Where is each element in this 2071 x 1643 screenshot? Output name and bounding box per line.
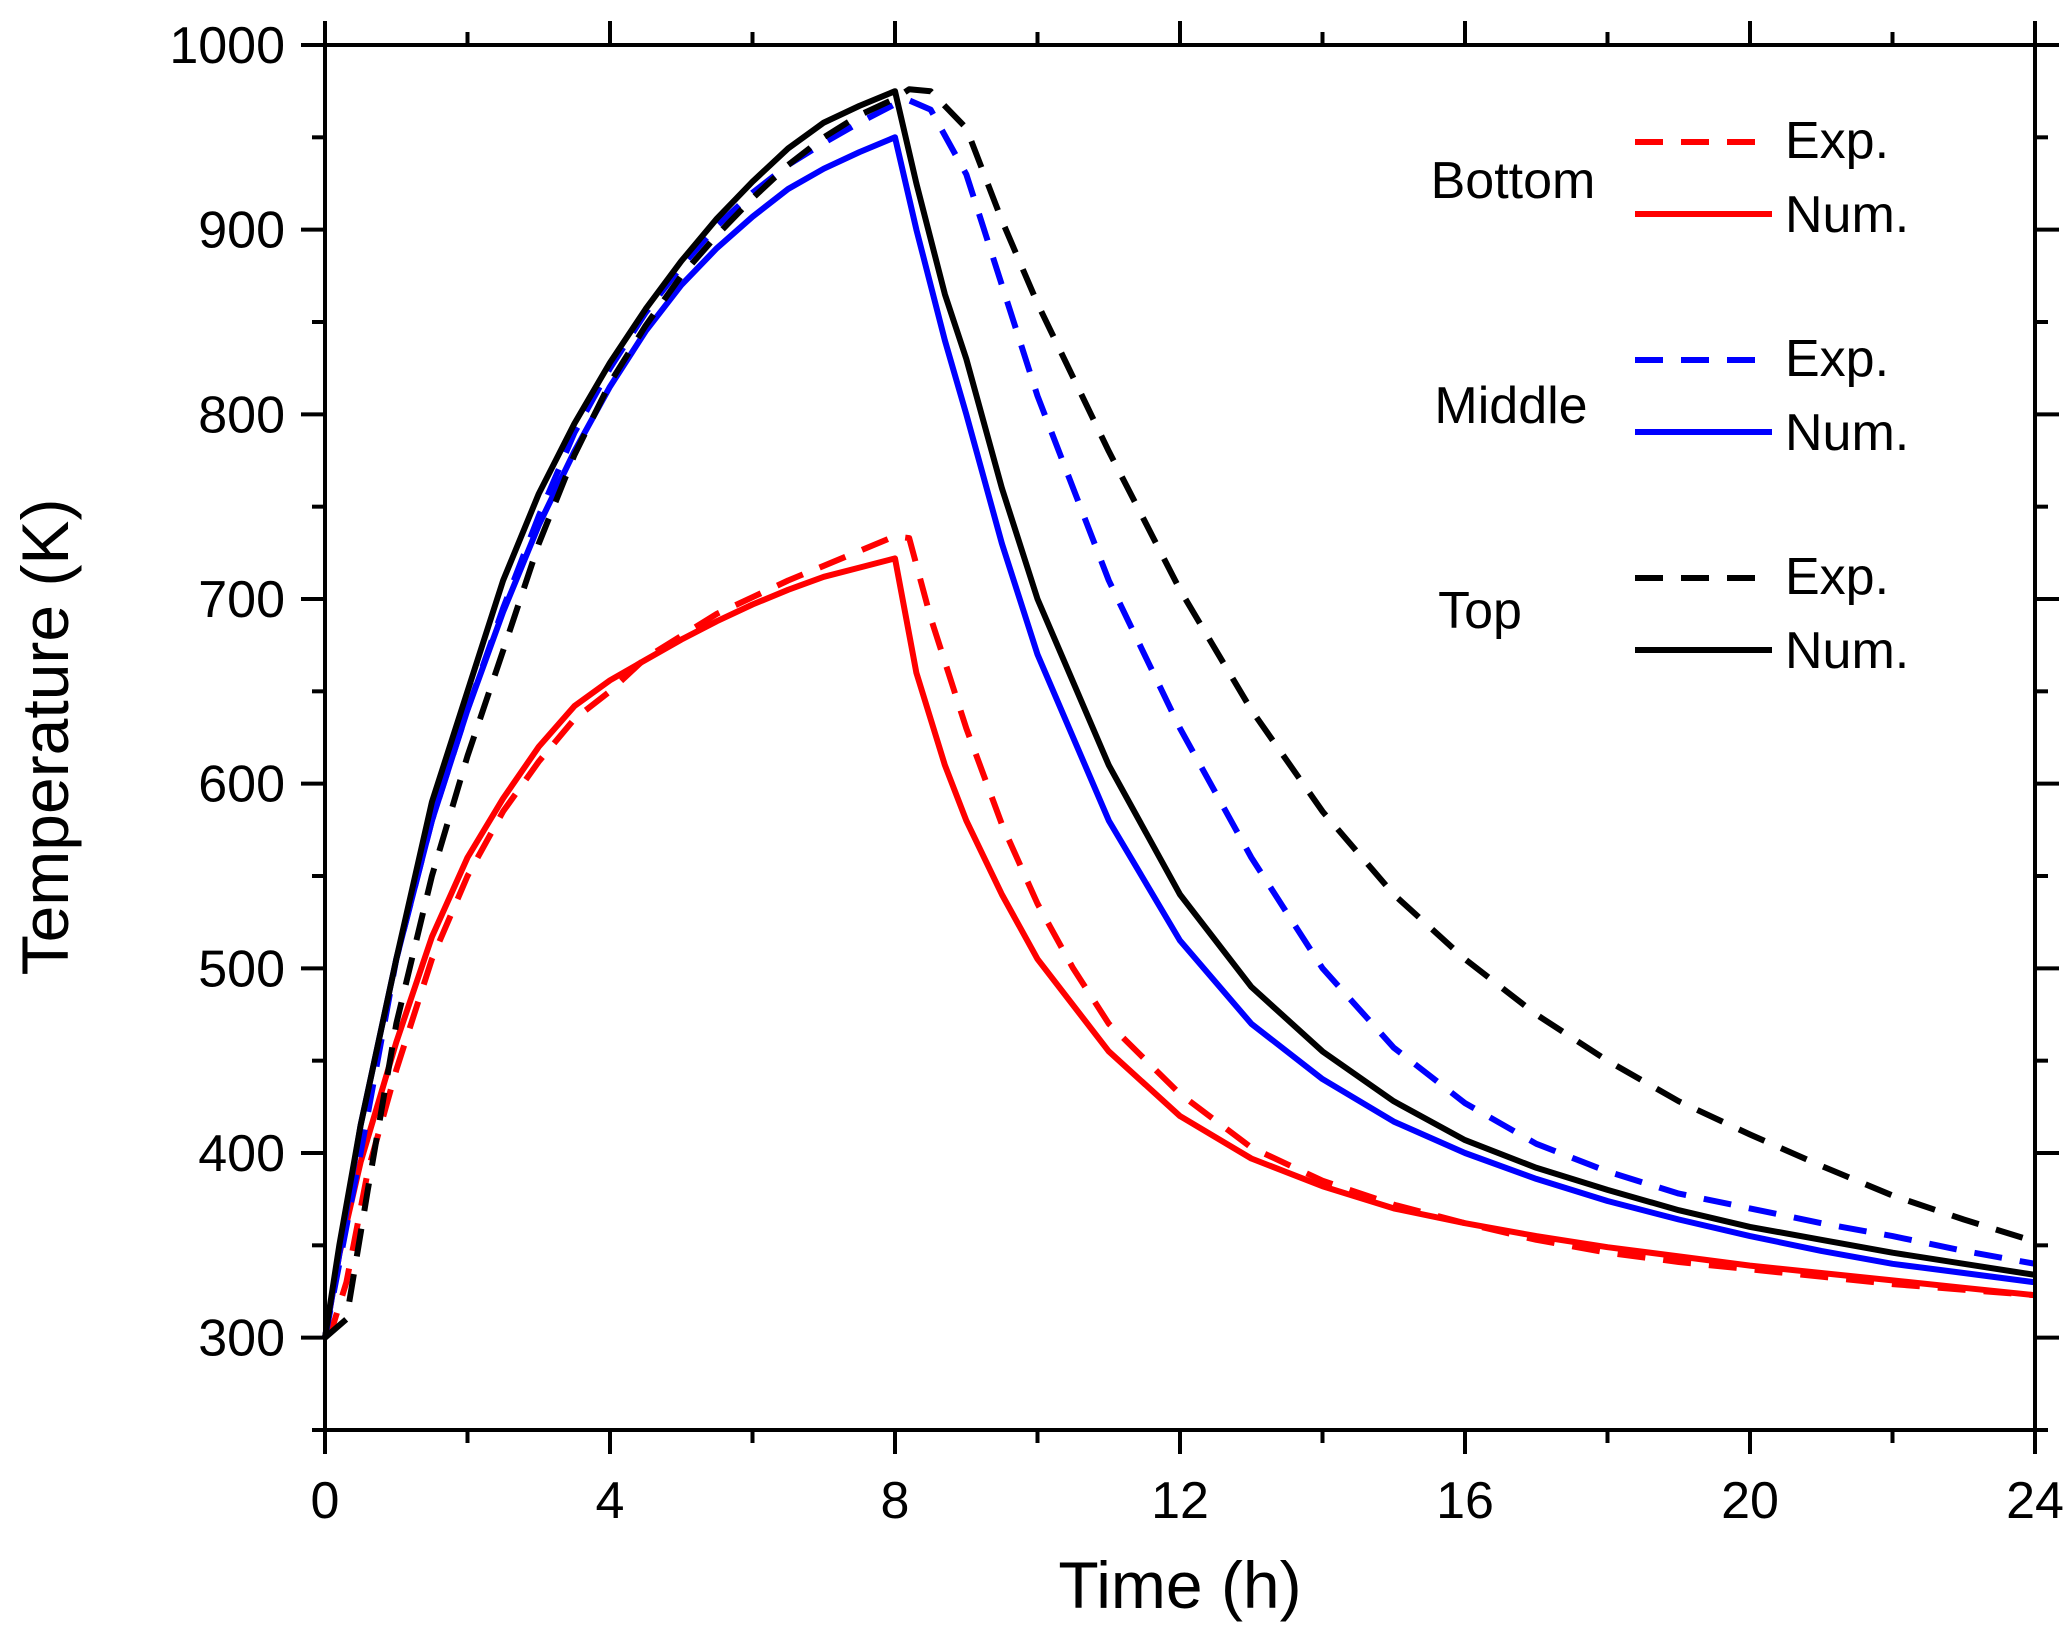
legend: Bottom Exp. Num. Middle Exp. Num. Top Ex… bbox=[1431, 112, 1910, 680]
legend-middle-exp-label: Exp. bbox=[1785, 330, 1889, 388]
ticks-layer: 0 4 8 12 16 20 24 300 400 500 600 700 800 900 1000 bbox=[169, 17, 2064, 1530]
series-line-top-exp bbox=[323, 86, 2036, 1340]
plot-frame bbox=[323, 43, 2037, 1432]
legend-top-exp-label: Exp. bbox=[1785, 548, 1889, 606]
legend-group-top-label: Top bbox=[1438, 582, 1522, 640]
y-tick-label: 500 bbox=[198, 940, 285, 998]
y-tick-label: 700 bbox=[198, 571, 285, 629]
legend-middle-num-label: Num. bbox=[1785, 404, 1909, 462]
series-line-top-num bbox=[322, 88, 2036, 1339]
y-tick-label: 300 bbox=[198, 1310, 285, 1368]
legend-top-num-label: Num. bbox=[1785, 622, 1909, 680]
series-line-middle-exp bbox=[322, 97, 2036, 1339]
x-tick-label: 0 bbox=[311, 1472, 340, 1530]
legend-group-bottom-label: Bottom bbox=[1431, 152, 1596, 210]
y-tick-label: 900 bbox=[198, 202, 285, 260]
x-axis-title: Time (h) bbox=[1058, 1548, 1301, 1622]
y-tick-label: 400 bbox=[198, 1125, 285, 1183]
x-tick-label: 4 bbox=[596, 1472, 625, 1530]
y-tick-label: 1000 bbox=[169, 17, 285, 75]
legend-bottom-num-label: Num. bbox=[1785, 186, 1909, 244]
x-tick-label: 12 bbox=[1151, 1472, 1209, 1530]
x-tick-label: 24 bbox=[2006, 1472, 2064, 1530]
series-line-bottom-exp bbox=[322, 533, 2036, 1340]
legend-group-middle-label: Middle bbox=[1434, 377, 1587, 435]
y-tick-label: 800 bbox=[198, 386, 285, 444]
x-tick-label: 8 bbox=[881, 1472, 910, 1530]
x-tick-label: 16 bbox=[1436, 1472, 1494, 1530]
x-tick-label: 20 bbox=[1721, 1472, 1779, 1530]
series-line-bottom-num bbox=[322, 555, 2036, 1339]
y-axis-title: Temperature (K) bbox=[8, 499, 82, 976]
series-layer bbox=[322, 86, 2036, 1340]
legend-bottom-exp-label: Exp. bbox=[1785, 112, 1889, 170]
y-tick-label: 600 bbox=[198, 756, 285, 814]
series-line-middle-num bbox=[322, 134, 2036, 1339]
